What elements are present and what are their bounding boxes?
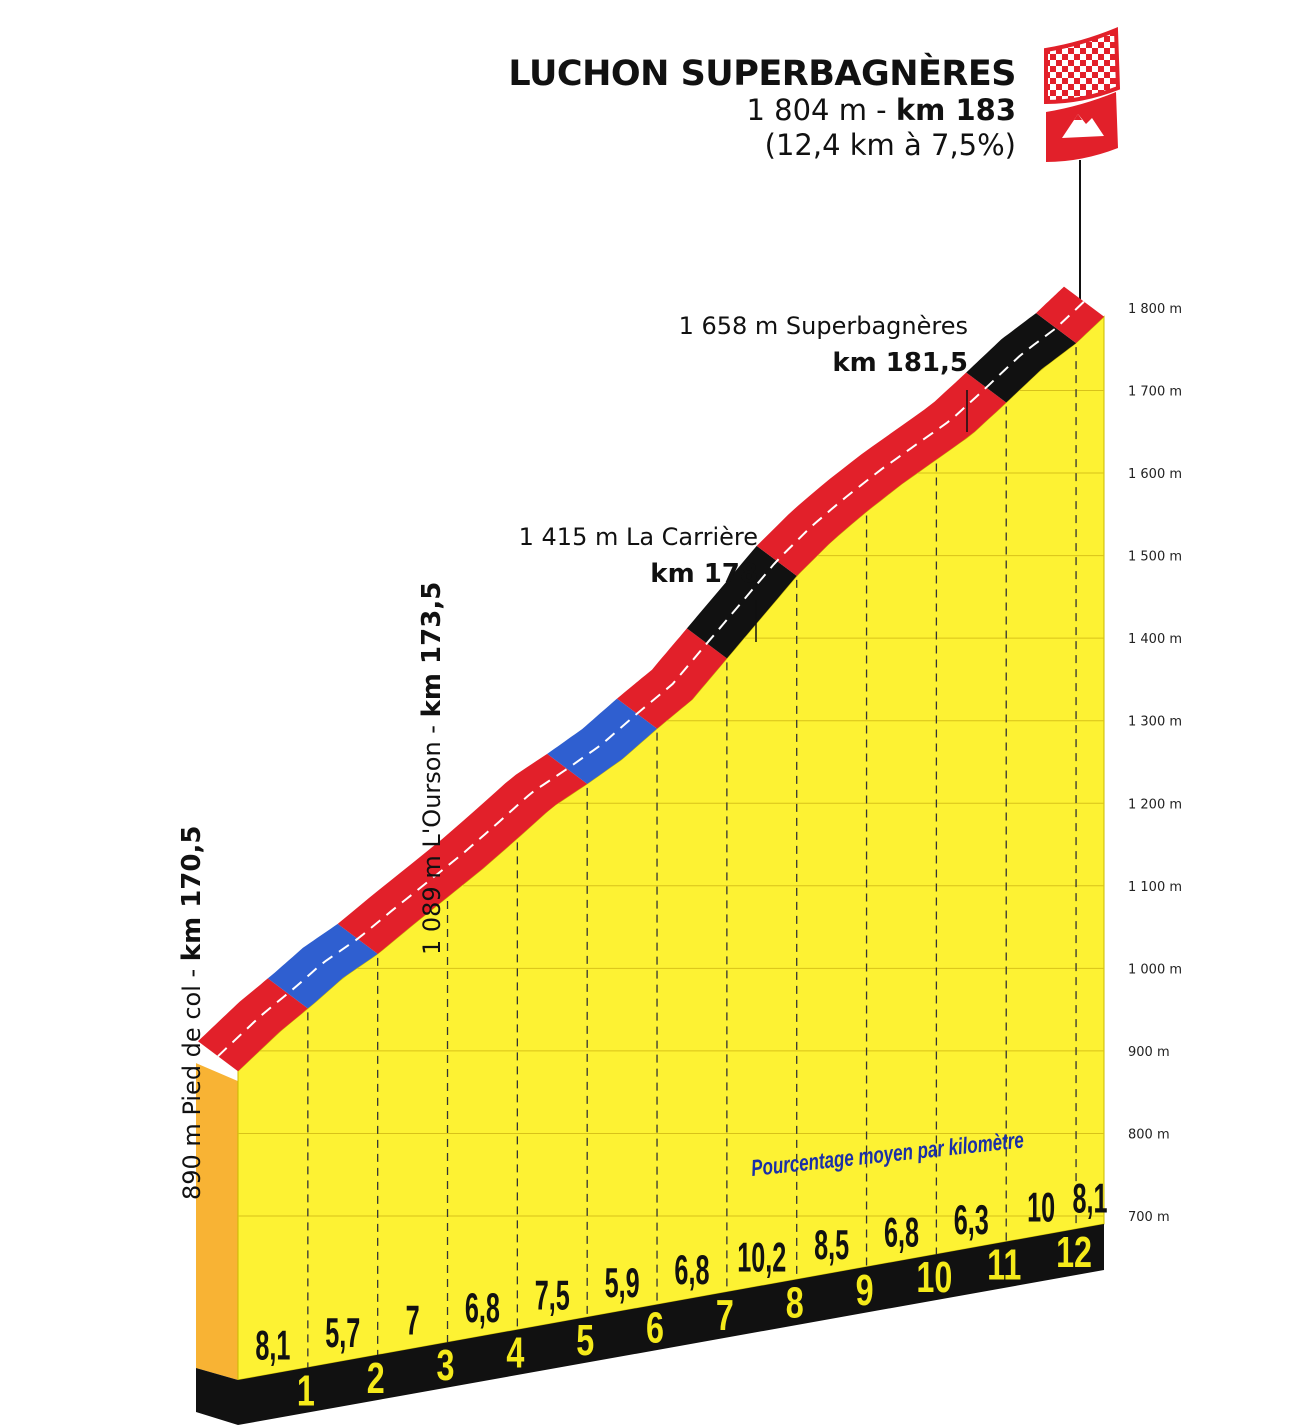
ribbon-segment-8 (966, 313, 1077, 403)
km-marker-12: 12 (1056, 1228, 1092, 1277)
ribbon-segment-6 (686, 545, 797, 659)
annotation-pied-de-col-km: km 170,5 (177, 826, 207, 962)
gradient-label-km-9: 8,5 (814, 1223, 849, 1269)
summit-info: 1 804 m - km 183 (746, 93, 1016, 127)
y-tick-label-1000: 1 000 m (1128, 962, 1182, 977)
ribbon-segment-9 (1036, 286, 1104, 344)
annotation-la-carriere: 1 415 m La Carrière (519, 523, 758, 551)
summit-climb: (12,4 km à 7,5%) (765, 128, 1016, 162)
annotation-pied-de-col-text: 890 m Pied de col - (178, 961, 206, 1200)
annotation-lourson: 1 089 m L'Ourson - km 173,5 (417, 582, 447, 955)
gradient-label-km-13: 8,1 (1073, 1176, 1108, 1222)
gradient-label-km-5: 7,5 (535, 1273, 570, 1319)
annotation-superbagneres: 1 658 m Superbagnères (679, 312, 968, 340)
km-marker-1: 1 (297, 1367, 315, 1416)
gradient-label-km-1: 8,1 (255, 1323, 290, 1369)
gradient-label-km-6: 5,9 (605, 1260, 640, 1306)
base-strip (196, 1224, 1104, 1425)
y-tick-label-900: 900 m (1128, 1045, 1170, 1060)
ribbon-segment-3 (337, 753, 588, 954)
y-tick-label-1500: 1 500 m (1128, 550, 1182, 565)
chart-title: LUCHON SUPERBAGNÈRES (508, 52, 1016, 94)
km-marker-8: 8 (786, 1279, 804, 1328)
km-marker-4: 4 (506, 1329, 524, 1378)
y-tick-label-800: 800 m (1128, 1127, 1170, 1142)
km-marker-6: 6 (646, 1304, 664, 1353)
annotation-la-carriere-km: km 178 (650, 559, 758, 589)
km-marker-7: 7 (716, 1291, 734, 1340)
gradient-label-km-8: 10,2 (737, 1235, 786, 1281)
summit-altitude: 1 804 m - (746, 93, 895, 127)
finish-flag-icon (1044, 27, 1121, 105)
gradient-label-km-7: 6,8 (674, 1248, 709, 1294)
gradient-label-km-4: 6,8 (465, 1286, 500, 1332)
ribbon-centerline (217, 300, 1085, 1057)
km-marker-3: 3 (437, 1342, 455, 1391)
y-tick-label-1400: 1 400 m (1128, 632, 1182, 647)
y-tick-label-1600: 1 600 m (1128, 467, 1182, 482)
km-marker-2: 2 (367, 1354, 385, 1403)
y-tick-label-1200: 1 200 m (1128, 797, 1182, 812)
gradient-label-km-2: 5,7 (325, 1311, 360, 1357)
ribbon-segment-7 (756, 372, 1007, 576)
annotation-pied-de-col: 890 m Pied de col - km 170,5 (177, 826, 207, 1200)
km-marker-10: 10 (916, 1254, 952, 1303)
y-tick-label-1100: 1 100 m (1128, 880, 1182, 895)
km-marker-9: 9 (856, 1266, 874, 1315)
gradient-label-km-10: 6,8 (884, 1210, 919, 1256)
y-tick-label-1800: 1 800 m (1128, 302, 1182, 317)
mountain-summit-icon (1046, 92, 1118, 162)
km-marker-5: 5 (576, 1316, 594, 1365)
annotation-superbagneres-km: km 181,5 (832, 348, 968, 378)
km-marker-11: 11 (987, 1241, 1021, 1290)
summit-km: km 183 (896, 93, 1016, 127)
y-tick-label-700: 700 m (1128, 1210, 1170, 1225)
y-tick-label-1700: 1 700 m (1128, 385, 1182, 400)
annotation-lourson-text: 1 089 m L'Ourson - (418, 717, 446, 955)
gradient-label-km-12: 10 (1027, 1185, 1055, 1231)
start-block (196, 1063, 238, 1380)
y-tick-label-1300: 1 300 m (1128, 715, 1182, 730)
annotation-lourson-km: km 173,5 (417, 582, 447, 718)
gradient-label-km-3: 7 (406, 1298, 420, 1344)
gradient-label-km-11: 6,3 (954, 1198, 989, 1244)
